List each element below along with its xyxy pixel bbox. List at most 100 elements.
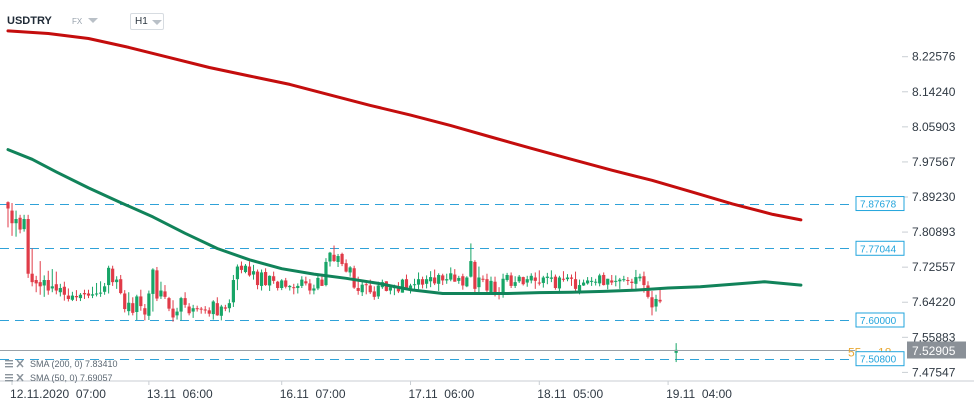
x-axis-tick-label: 19.11 04:00 — [666, 387, 732, 401]
candle-up — [445, 279, 449, 281]
candle-up — [581, 282, 586, 286]
candle-down — [404, 279, 409, 289]
candle-up — [400, 279, 405, 293]
candle-up — [388, 287, 392, 291]
candle-up — [159, 290, 163, 297]
candle-up — [465, 277, 469, 287]
candle-down — [658, 299, 662, 302]
candle-up — [191, 308, 195, 312]
candle-up — [231, 280, 235, 303]
candle-up — [408, 285, 413, 289]
candle-up — [296, 285, 300, 289]
candle-up — [513, 282, 517, 286]
candle-down — [521, 277, 525, 285]
candle-down — [62, 286, 66, 295]
indicator-menu-icon[interactable] — [5, 360, 25, 368]
candle-up — [674, 349, 678, 353]
candle-down — [602, 274, 606, 286]
candle-down — [420, 279, 425, 285]
candle-up — [594, 281, 598, 283]
indicator-menu-icon[interactable] — [5, 374, 25, 382]
candle-up — [70, 295, 74, 300]
candle-down — [10, 210, 14, 224]
sma200-line — [6, 29, 803, 222]
candle-down — [119, 279, 123, 294]
candle-down — [630, 281, 634, 283]
candle-up — [58, 288, 62, 293]
candle-up — [94, 293, 99, 295]
y-axis-tick-label: 8.22576 — [912, 50, 956, 64]
candle-down — [461, 276, 465, 286]
indicator-sma200-label: SMA (200, 0) 7.83410 — [30, 359, 118, 369]
candle-down — [74, 296, 79, 298]
symbol-dropdown-icon[interactable] — [88, 18, 98, 23]
price-level-label: 7.77044 — [860, 244, 897, 255]
candle-up — [348, 267, 352, 273]
candle-down — [364, 284, 368, 286]
candle-up — [501, 278, 505, 294]
candle-down — [171, 308, 175, 318]
x-axis-tick-label: 13.11 06:00 — [147, 387, 213, 401]
candle-down — [255, 271, 260, 286]
candle-down — [533, 277, 537, 281]
candle-up — [103, 286, 107, 292]
candle-down — [207, 310, 211, 314]
candle-up — [115, 279, 119, 283]
candle-down — [276, 281, 280, 289]
candle-down — [239, 265, 244, 270]
symbol-label[interactable]: USDTRY — [7, 15, 52, 27]
price-level-label: 7.50800 — [860, 355, 897, 366]
candle-up — [179, 298, 183, 312]
chart-toolbar: USDTRY FX H1 — [0, 0, 974, 34]
y-axis-tick-label: 7.89230 — [912, 190, 956, 204]
candle-up — [243, 265, 248, 273]
candle-down — [111, 268, 115, 283]
y-axis-tick-label: 8.14240 — [912, 85, 956, 99]
timeframe-select[interactable]: H1 — [130, 13, 164, 30]
candle-down — [304, 281, 308, 284]
candle-up — [147, 293, 151, 316]
candle-up — [280, 280, 284, 289]
candle-down — [292, 287, 296, 289]
candle-up — [545, 276, 549, 278]
candle-up — [78, 294, 83, 299]
candle-up — [525, 279, 529, 283]
candle-up — [268, 275, 272, 286]
x-axis-tick-label: 16.11 07:00 — [280, 387, 346, 401]
candle-down — [6, 202, 10, 209]
candle-up — [586, 280, 590, 284]
y-axis-tick-label: 8.05903 — [912, 120, 956, 134]
y-axis-tick-label: 7.72557 — [912, 260, 956, 274]
candle-up — [449, 273, 453, 280]
candle-down — [650, 297, 654, 308]
candle-up — [175, 311, 179, 316]
candle-down — [569, 277, 574, 279]
candle-down — [352, 268, 356, 288]
candle-up — [654, 298, 658, 307]
candle-down — [143, 308, 147, 315]
candle-up — [316, 277, 320, 289]
market-type-label: FX — [72, 17, 83, 26]
candle-up — [638, 276, 642, 279]
candle-up — [98, 292, 103, 294]
x-axis-tick-label: 17.11 06:00 — [409, 387, 475, 401]
candle-down — [86, 293, 91, 296]
candle-down — [46, 280, 50, 291]
candle-up — [151, 269, 155, 294]
y-axis-tick-label: 7.80893 — [912, 225, 956, 239]
candle-down — [30, 273, 34, 283]
candle-down — [642, 276, 646, 286]
candle-up — [614, 280, 618, 282]
candle-up — [42, 280, 46, 286]
candle-down — [453, 274, 457, 282]
candle-down — [163, 291, 167, 297]
y-axis-tick-label: 7.97567 — [912, 155, 956, 169]
candle-down — [38, 282, 42, 287]
candle-down — [183, 298, 187, 305]
candle-up — [14, 219, 18, 224]
candle-down — [372, 291, 376, 297]
candle-down — [553, 276, 557, 289]
candle-down — [123, 293, 127, 310]
candle-down — [368, 285, 372, 293]
